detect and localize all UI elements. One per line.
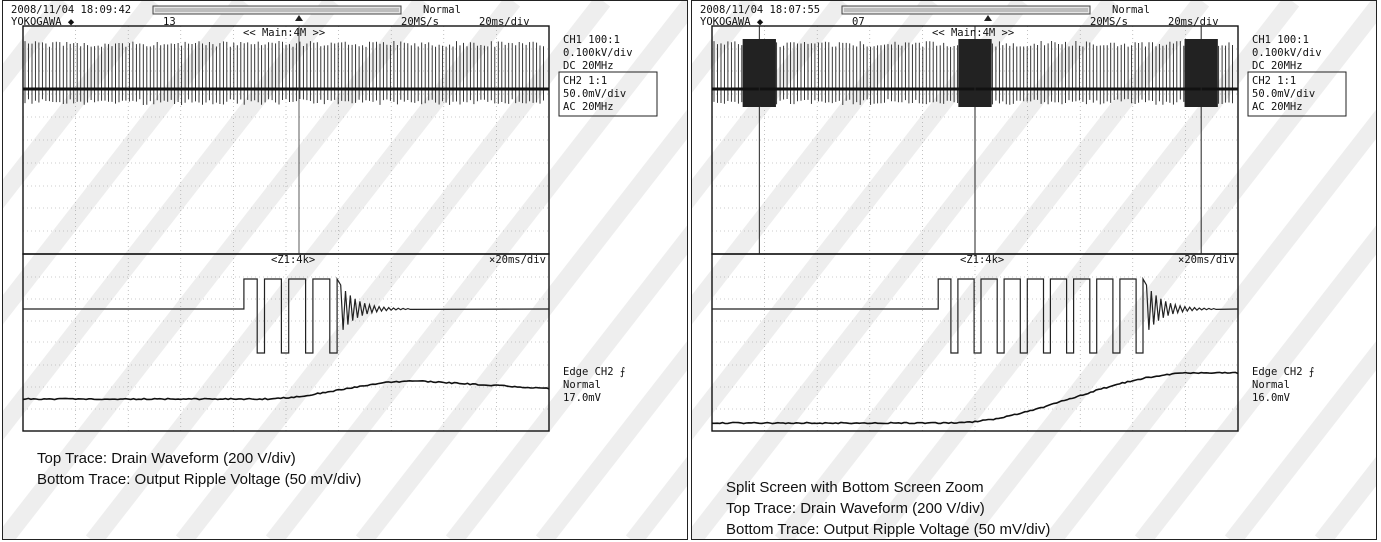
ch2-coupling: AC 20MHz [563,101,614,113]
zoom-drain-trace [23,276,550,354]
ch2-info-box [1247,71,1347,117]
trigger-position-marker [984,15,992,21]
ch2-label: CH2 1:1 [563,75,607,87]
zoom-window-label: <Z1:4k> [960,254,1004,266]
zoom-timebase-label: ×20ms/div [1178,254,1235,266]
zoom-ripple-trace [22,379,550,401]
ch2-scale: 50.0mV/div [1252,88,1315,100]
caption-line: Top Trace: Drain Waveform (200 V/div) [726,500,985,517]
zoom-ripple-trace [712,371,1239,425]
trigger-sweep: Normal [563,379,601,391]
scope-panel-right: 2008/11/04 18:07:55 YOKOGAWA ◆ 07 Normal 20M… [691,0,1377,540]
trigger-level: 17.0mV [563,392,602,404]
timebase-label: 20ms/div [479,16,530,28]
caption-line: Top Trace: Drain Waveform (200 V/div) [37,450,296,467]
ch1-scale: 0.100kV/div [1252,47,1322,59]
ch1-coupling: DC 20MHz [563,60,614,72]
trigger-level: 16.0mV [1252,392,1291,404]
caption-line: Split Screen with Bottom Screen Zoom [726,479,984,496]
drain-waveform-trace [713,39,1233,107]
ch1-scale: 0.100kV/div [563,47,633,59]
trigger-mode: Normal [1112,4,1150,16]
scope-panel-left: 2008/11/04 18:09:42 YOKOGAWA ◆ 13 Normal 20M… [2,0,688,540]
main-window-label: << Main:4M >> [932,27,1014,39]
record-position-fill [155,8,399,12]
zoom-window-frame [22,253,550,432]
timestamp-label: 2008/11/04 18:09:42 [11,4,131,16]
ch1-label: CH1 100:1 [1252,34,1309,46]
caption-line: Bottom Trace: Output Ripple Voltage (50 … [726,521,1051,538]
caption: Split Screen with Bottom Screen Zoom Top… [726,477,1051,539]
main-window-label: << Main:4M >> [243,27,325,39]
sample-rate: 20MS/s [1090,16,1128,28]
caption: Top Trace: Drain Waveform (200 V/div) Bo… [37,448,361,490]
drain-waveform-trace [24,41,544,105]
graticule [22,25,550,432]
caption-line: Bottom Trace: Output Ripple Voltage (50 … [37,471,362,488]
trigger-source: Edge CH2 ⨍ [563,366,626,378]
trigger-source: Edge CH2 ⨍ [1252,366,1315,378]
sample-rate: 20MS/s [401,16,439,28]
trigger-position-marker [295,15,303,21]
ch1-coupling: DC 20MHz [1252,60,1303,72]
ch2-info-box [558,71,658,117]
trigger-sweep: Normal [1252,379,1290,391]
ch2-scale: 50.0mV/div [563,88,626,100]
ch2-coupling: AC 20MHz [1252,101,1303,113]
brand-label: YOKOGAWA ◆ [700,16,764,28]
timestamp-label: 2008/11/04 18:07:55 [700,4,820,16]
zoom-timebase-label: ×20ms/div [489,254,546,266]
zoom-window-label: <Z1:4k> [271,254,315,266]
timebase-label: 20ms/div [1168,16,1219,28]
zoom-drain-trace [712,276,1239,354]
acquisition-count: 07 [852,16,865,28]
brand-label: YOKOGAWA ◆ [11,16,75,28]
record-position-fill [844,8,1088,12]
acquisition-count: 13 [163,16,176,28]
trigger-mode: Normal [423,4,461,16]
ch2-label: CH2 1:1 [1252,75,1296,87]
ch1-label: CH1 100:1 [563,34,620,46]
